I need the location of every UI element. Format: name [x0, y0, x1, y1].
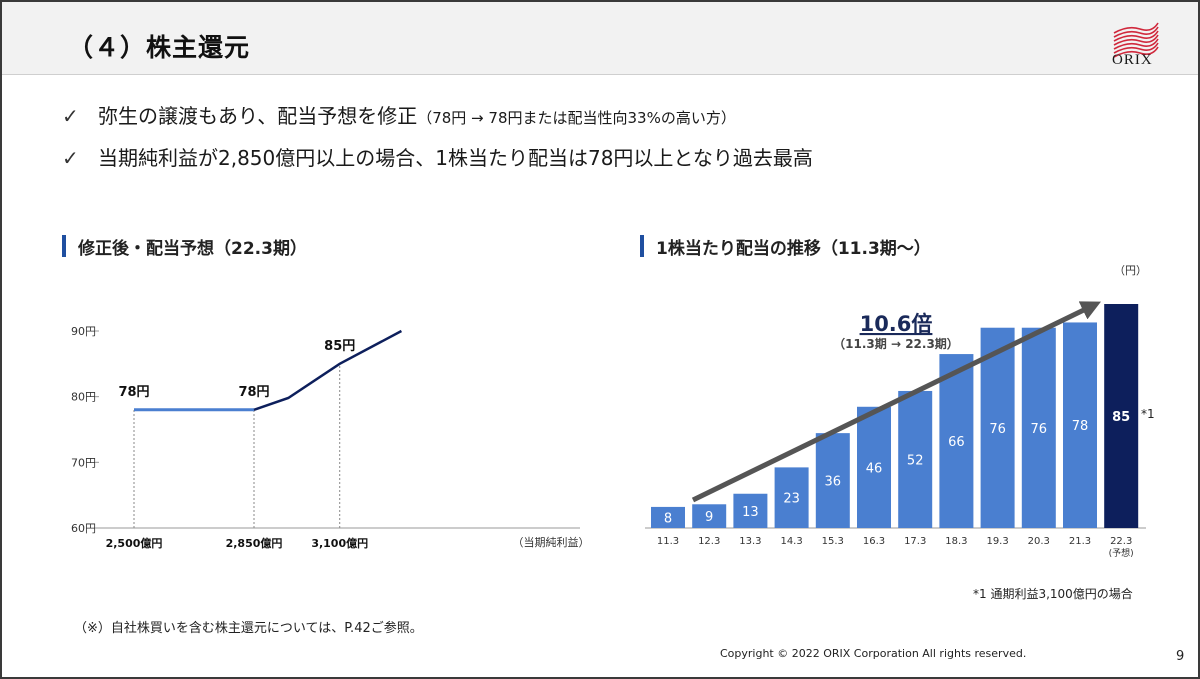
bar-value-label: 66 — [948, 435, 965, 450]
bar — [898, 390, 933, 528]
logo-stripe — [1113, 42, 1159, 54]
bullet-item-2: ✓ 当期純利益が2,850億円以上の場合、1株当たり配当は78円以上となり過去最高 — [62, 142, 813, 171]
left-section-title-text: 修正後・配当予想（22.3期） — [78, 239, 307, 259]
growth-annotation-sub: （11.3期 → 22.3期） — [833, 336, 959, 351]
logo-stripe — [1113, 30, 1159, 42]
dividend-forecast-line-chart: 60円 70円 80円 90円 78円 78円 85円 2,500億円 2,850億円 3,100… — [71, 325, 590, 550]
bar — [857, 406, 891, 528]
bar-value-label: 8 — [664, 511, 672, 526]
x-tick-label: 3,100億円 — [311, 536, 368, 550]
right-section-title: 1株当たり配当の推移（11.3期～） — [640, 234, 931, 259]
logo-stripe — [1113, 46, 1159, 58]
logo-text: ORIX — [1112, 52, 1153, 68]
bar-value-label: 85 — [1112, 410, 1130, 425]
series-payout-line — [253, 329, 403, 411]
x-tick-label: 18.3 — [945, 536, 967, 547]
x-tick-label: 15.3 — [822, 536, 844, 547]
x-tick-label: 12.3 — [698, 536, 720, 547]
y-tick-label: 90円 — [71, 325, 96, 338]
orix-logo-icon — [1113, 22, 1159, 58]
x-tick-label: 21.3 — [1069, 536, 1091, 547]
bar-footnote-marker: *1 — [1141, 407, 1155, 421]
bar — [774, 467, 809, 528]
page-title: （４）株主還元 — [68, 33, 251, 62]
x-tick-label: 13.3 — [739, 536, 761, 547]
bar — [1063, 322, 1097, 528]
data-label: 85円 — [324, 339, 355, 354]
growth-annotation: 10.6倍 — [860, 312, 933, 336]
y-tick-label: 80円 — [71, 391, 96, 404]
header-band — [2, 2, 1198, 75]
right-section-title-text: 1株当たり配当の推移（11.3期～） — [656, 239, 931, 259]
bar-value-label: 13 — [742, 505, 759, 520]
bar — [1104, 304, 1139, 528]
bar — [651, 506, 685, 528]
bullet-text: 弥生の譲渡もあり、配当予想を修正 — [98, 104, 418, 128]
bar-value-label: 52 — [907, 453, 924, 468]
page-number: 9 — [1176, 649, 1185, 664]
bar-value-label: 46 — [866, 461, 883, 476]
copyright: Copyright © 2022 ORIX Corporation All ri… — [720, 647, 1027, 660]
section-marker — [62, 235, 66, 257]
section-marker — [640, 235, 644, 257]
bar — [939, 354, 974, 528]
x-tick-label: 17.3 — [904, 536, 926, 547]
check-icon: ✓ — [62, 146, 79, 170]
check-icon: ✓ — [62, 104, 79, 128]
bullet-subtext: （78円 → 78円または配当性向33%の高い方） — [417, 109, 736, 127]
bullet-item-1: ✓ 弥生の譲渡もあり、配当予想を修正（78円 → 78円または配当性向33%の高い… — [62, 100, 736, 129]
bar-value-label: 76 — [1031, 422, 1048, 437]
logo-stripe — [1113, 22, 1159, 34]
logo-stripe — [1113, 38, 1159, 50]
x-tick-sublabel: (予想) — [1109, 547, 1134, 559]
logo-stripe — [1113, 26, 1159, 38]
bar — [980, 327, 1015, 528]
bar-chart-unit: （円） — [1114, 264, 1147, 277]
bar-value-label: 78 — [1072, 419, 1089, 434]
bar-value-label: 23 — [783, 492, 800, 507]
x-tick-label: 19.3 — [986, 536, 1008, 547]
x-axis-label: （当期純利益） — [513, 535, 590, 549]
x-tick-label: 20.3 — [1028, 536, 1050, 547]
left-section-title: 修正後・配当予想（22.3期） — [62, 234, 307, 259]
x-tick-label: 2,500億円 — [106, 536, 163, 550]
x-tick-label: 22.3 — [1110, 536, 1132, 547]
data-label: 78円 — [118, 385, 149, 400]
y-tick-label: 60円 — [71, 522, 96, 535]
y-tick-label: 70円 — [71, 456, 96, 469]
bar — [733, 493, 768, 528]
x-tick-label: 2,850億円 — [226, 536, 283, 550]
x-tick-label: 11.3 — [657, 536, 679, 547]
trend-arrow-icon — [691, 301, 1101, 503]
bar-value-label: 36 — [825, 475, 842, 490]
logo-stripe — [1113, 34, 1159, 46]
bar — [815, 433, 850, 528]
bar-value-label: 9 — [705, 510, 713, 525]
data-label: 78円 — [238, 385, 269, 400]
dividend-history-bar-chart: 8 11.3 9 12.3 13 13.3 23 14.3 36 15.3 46 16.3 52 17.3… — [645, 301, 1146, 559]
bar — [692, 504, 727, 528]
x-tick-label: 16.3 — [863, 536, 885, 547]
bar-value-label: 76 — [989, 422, 1006, 437]
bar-chart-note: *1 通期利益3,100億円の場合 — [973, 587, 1133, 601]
footnote: （※）自社株買いを含む株主還元については、P.42ご参照。 — [74, 621, 423, 636]
bullet-text: 当期純利益が2,850億円以上の場合、1株当たり配当は78円以上となり過去最高 — [98, 146, 813, 170]
bar — [1021, 327, 1056, 528]
x-tick-label: 14.3 — [780, 536, 802, 547]
